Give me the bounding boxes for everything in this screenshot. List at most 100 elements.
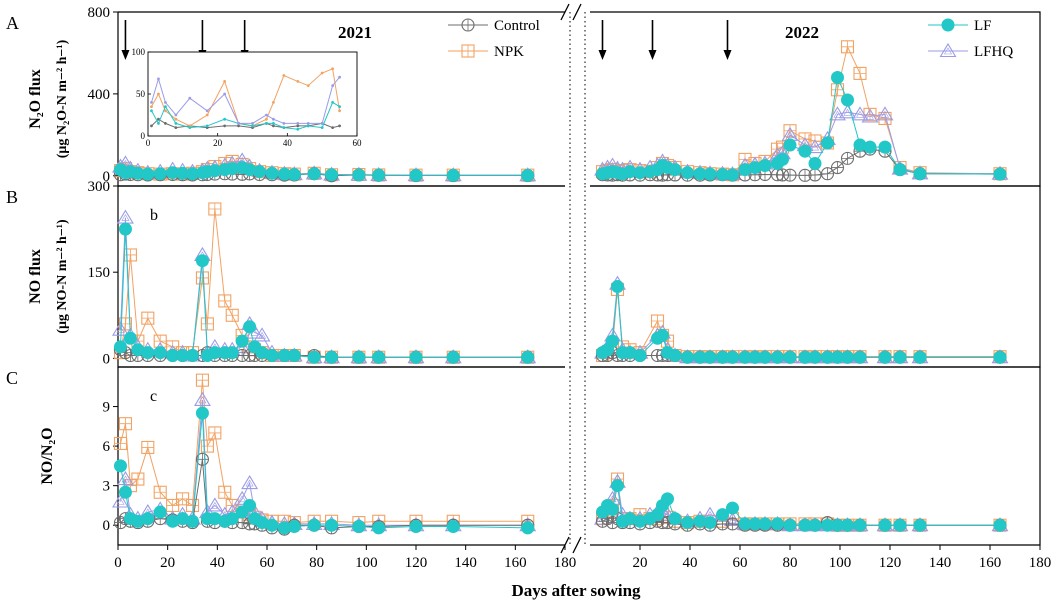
- data-point-cross: [131, 473, 144, 486]
- inset-data-point: [188, 126, 192, 129]
- data-point: [153, 505, 167, 519]
- inset-data-point: [157, 77, 160, 81]
- inset-chart: 0 20 40 60 0 50 100: [132, 47, 363, 148]
- data-point: [726, 168, 739, 182]
- data-point: [878, 350, 892, 364]
- y-tick-label: 0: [103, 169, 111, 185]
- data-point: [225, 346, 239, 360]
- inset-data-point: [164, 109, 167, 113]
- inset-data-point: [296, 124, 300, 128]
- data-point-cross: [841, 152, 854, 165]
- y-tick-label: 9: [103, 400, 111, 416]
- inset-data-point: [164, 101, 167, 104]
- data-point-inner: [865, 112, 875, 120]
- data-point-cross: [236, 516, 249, 529]
- series-npk-2021: [113, 202, 535, 364]
- inset-data-point: [205, 113, 209, 117]
- data-point: [831, 71, 844, 85]
- panel-letter: C: [6, 368, 18, 388]
- inset-data-point: [306, 122, 310, 125]
- data-point: [611, 280, 624, 294]
- data-point: [325, 350, 339, 364]
- data-point: [206, 497, 224, 512]
- data-point: [668, 512, 682, 526]
- inset-data-point: [205, 109, 209, 113]
- data-point-inner: [258, 331, 267, 339]
- data-point: [703, 350, 717, 364]
- data-point: [265, 166, 279, 180]
- data-point: [141, 167, 155, 181]
- y-tick-label: 3: [103, 479, 111, 495]
- data-point: [307, 518, 321, 532]
- data-point: [993, 518, 1007, 532]
- data-point: [893, 163, 907, 177]
- x-tick-label-left: 0: [114, 555, 122, 571]
- inset-data-point: [157, 122, 160, 125]
- data-point: [265, 349, 279, 363]
- data-point-cross: [141, 312, 154, 325]
- legend-marker: [939, 42, 957, 58]
- y-tick-label: 0: [103, 351, 111, 367]
- inset-data-point: [174, 117, 178, 121]
- y-axis-label: NO/N₂O: [39, 427, 56, 484]
- data-point: [913, 350, 927, 364]
- data-point: [808, 156, 822, 170]
- data-point: [783, 138, 797, 152]
- data-point: [372, 168, 386, 182]
- data-point: [521, 521, 535, 535]
- legend-label: LF: [974, 18, 992, 34]
- data-point-cross: [186, 499, 199, 512]
- data-point: [409, 350, 423, 364]
- data-point: [993, 350, 1007, 364]
- data-point-inner: [843, 108, 852, 116]
- inset-data-point: [150, 109, 153, 113]
- x-tick-label-left: 80: [309, 555, 324, 571]
- x-tick-label-right: 160: [979, 555, 1002, 571]
- panel-tag: c: [150, 388, 157, 405]
- data-point-cross: [114, 437, 127, 450]
- data-point: [668, 163, 682, 177]
- data-point: [287, 168, 301, 182]
- legend-marker: [941, 18, 955, 32]
- legend-label: LFHQ: [974, 44, 1013, 60]
- inset-data-point: [223, 92, 227, 96]
- data-point: [606, 334, 619, 348]
- data-point-cross: [176, 492, 189, 505]
- data-point: [841, 93, 854, 107]
- inset-data-point: [331, 84, 335, 87]
- x-tick-label-right: 140: [929, 555, 952, 571]
- series-line: [119, 413, 528, 529]
- data-point-cross: [831, 161, 844, 174]
- data-point-inner: [245, 479, 254, 487]
- data-point: [808, 518, 822, 532]
- data-point: [446, 168, 460, 182]
- data-point-inner: [810, 143, 820, 151]
- data-point-cross: [166, 499, 179, 512]
- data-point-cross: [208, 426, 221, 439]
- x-tick-label-right: 20: [633, 555, 648, 571]
- legend-label: NPK: [494, 44, 524, 60]
- data-point-cross: [821, 167, 834, 180]
- inset-data-point: [205, 124, 209, 128]
- inset-data-point: [320, 122, 324, 125]
- x-tick-label-left: 120: [405, 555, 428, 571]
- x-tick-label-left: 140: [454, 555, 477, 571]
- series-line: [602, 289, 1000, 358]
- data-point: [853, 518, 867, 532]
- data-point: [611, 479, 624, 493]
- data-point: [913, 518, 927, 532]
- data-point: [841, 350, 854, 364]
- inset-data-point: [296, 127, 300, 131]
- x-tick-label-left: 160: [504, 555, 527, 571]
- inset-data-point: [282, 74, 286, 77]
- data-point: [141, 346, 155, 360]
- data-point-cross: [218, 486, 231, 499]
- x-tick-label-left: 40: [210, 555, 225, 571]
- data-point-cross: [154, 486, 167, 499]
- data-point: [758, 517, 772, 531]
- data-point-cross: [226, 309, 239, 322]
- data-point: [153, 167, 167, 181]
- fertilization-arrow-head: [121, 50, 130, 60]
- data-point: [123, 331, 137, 345]
